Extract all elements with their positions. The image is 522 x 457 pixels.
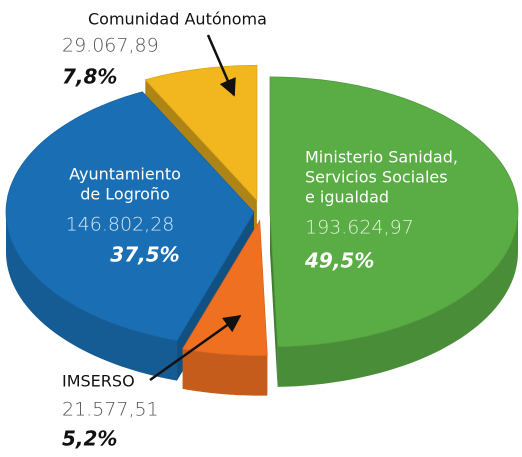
slice-label: Servicios Sociales (305, 168, 448, 187)
percentage-label: 37,5% (110, 243, 179, 267)
labels: Ministerio Sanidad, Servicios Sociales e… (62, 10, 458, 451)
slice-label: Ministerio Sanidad, (305, 148, 458, 167)
slice-label: IMSERSO (62, 372, 135, 391)
value-label: 29.067,89 (62, 35, 159, 57)
slice (182, 219, 268, 356)
value-label: 193.624,97 (305, 217, 414, 239)
percentage-label: 7,8% (62, 65, 117, 89)
slice-label: de Logroño (80, 185, 170, 204)
slice-wall (277, 211, 518, 387)
pie (5, 64, 519, 396)
arrow (206, 34, 236, 97)
slice-label: Comunidad Autónoma (88, 10, 267, 29)
slice-label: Ayuntamiento (69, 165, 181, 184)
percentage-label: 5,2% (62, 427, 117, 451)
value-label: 146.802,28 (66, 214, 175, 236)
slice-wall (6, 212, 177, 381)
slice-side (270, 211, 278, 387)
arrow (149, 314, 242, 382)
slice (144, 64, 258, 202)
slice-wall (182, 348, 268, 396)
slice (269, 76, 519, 348)
slice-label: e igualdad (305, 188, 389, 207)
percentage-label: 49,5% (304, 249, 374, 273)
value-label: 21.577,51 (62, 399, 159, 421)
slice (5, 91, 255, 342)
